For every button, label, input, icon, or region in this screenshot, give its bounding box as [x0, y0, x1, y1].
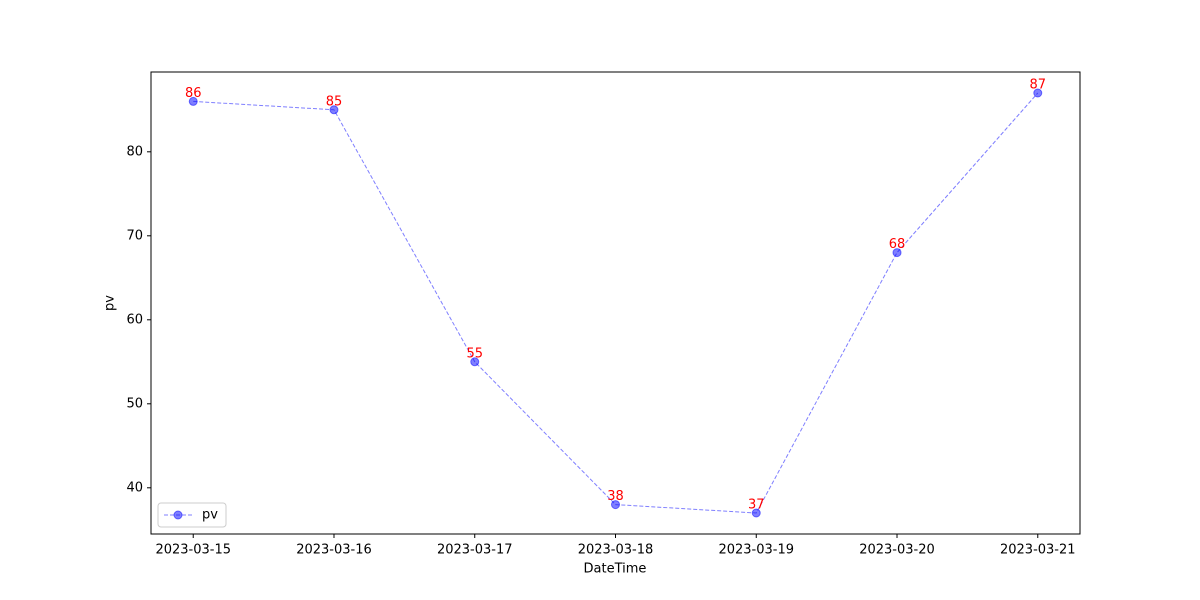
data-label: 85	[326, 94, 343, 109]
data-point	[751, 508, 761, 518]
data-point	[470, 357, 480, 367]
x-tick-label: 2023-03-18	[578, 543, 654, 558]
y-tick-label: 40	[126, 480, 143, 495]
y-axis-label: pv	[103, 295, 118, 311]
data-label: 37	[748, 498, 765, 513]
x-axis-label: DateTime	[584, 562, 647, 577]
data-label: 55	[466, 346, 483, 361]
legend-label: pv	[202, 508, 218, 523]
data-label: 68	[889, 237, 906, 252]
x-tick-label: 2023-03-21	[1000, 543, 1076, 558]
x-tick-label: 2023-03-15	[155, 543, 231, 558]
y-tick-label: 80	[126, 144, 143, 159]
data-point	[611, 500, 620, 510]
x-tick-label: 2023-03-17	[437, 543, 513, 558]
data-label: 86	[185, 86, 202, 101]
x-tick-label: 2023-03-20	[859, 543, 935, 558]
y-tick-label: 60	[126, 312, 143, 327]
data-point	[188, 96, 198, 106]
y-tick-label: 70	[126, 228, 143, 243]
data-point	[1033, 88, 1043, 98]
legend-marker	[173, 510, 183, 520]
data-label: 38	[607, 489, 624, 504]
data-point	[892, 248, 902, 258]
y-tick-label: 50	[126, 396, 143, 411]
x-tick-label: 2023-03-16	[296, 543, 372, 558]
x-tick-label: 2023-03-19	[718, 543, 794, 558]
data-label: 87	[1029, 78, 1046, 93]
plot-frame	[150, 71, 1081, 535]
data-point	[329, 105, 339, 115]
